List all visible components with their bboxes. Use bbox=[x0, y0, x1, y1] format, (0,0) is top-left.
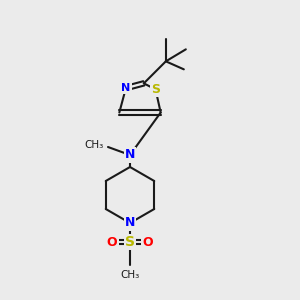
Text: O: O bbox=[107, 236, 117, 248]
Text: CH₃: CH₃ bbox=[120, 270, 140, 280]
Text: N: N bbox=[121, 83, 130, 93]
Text: CH₃: CH₃ bbox=[85, 140, 104, 150]
Text: O: O bbox=[143, 236, 153, 248]
Text: S: S bbox=[151, 83, 160, 96]
Text: S: S bbox=[125, 235, 135, 249]
Text: N: N bbox=[125, 217, 135, 230]
Text: N: N bbox=[125, 148, 135, 161]
